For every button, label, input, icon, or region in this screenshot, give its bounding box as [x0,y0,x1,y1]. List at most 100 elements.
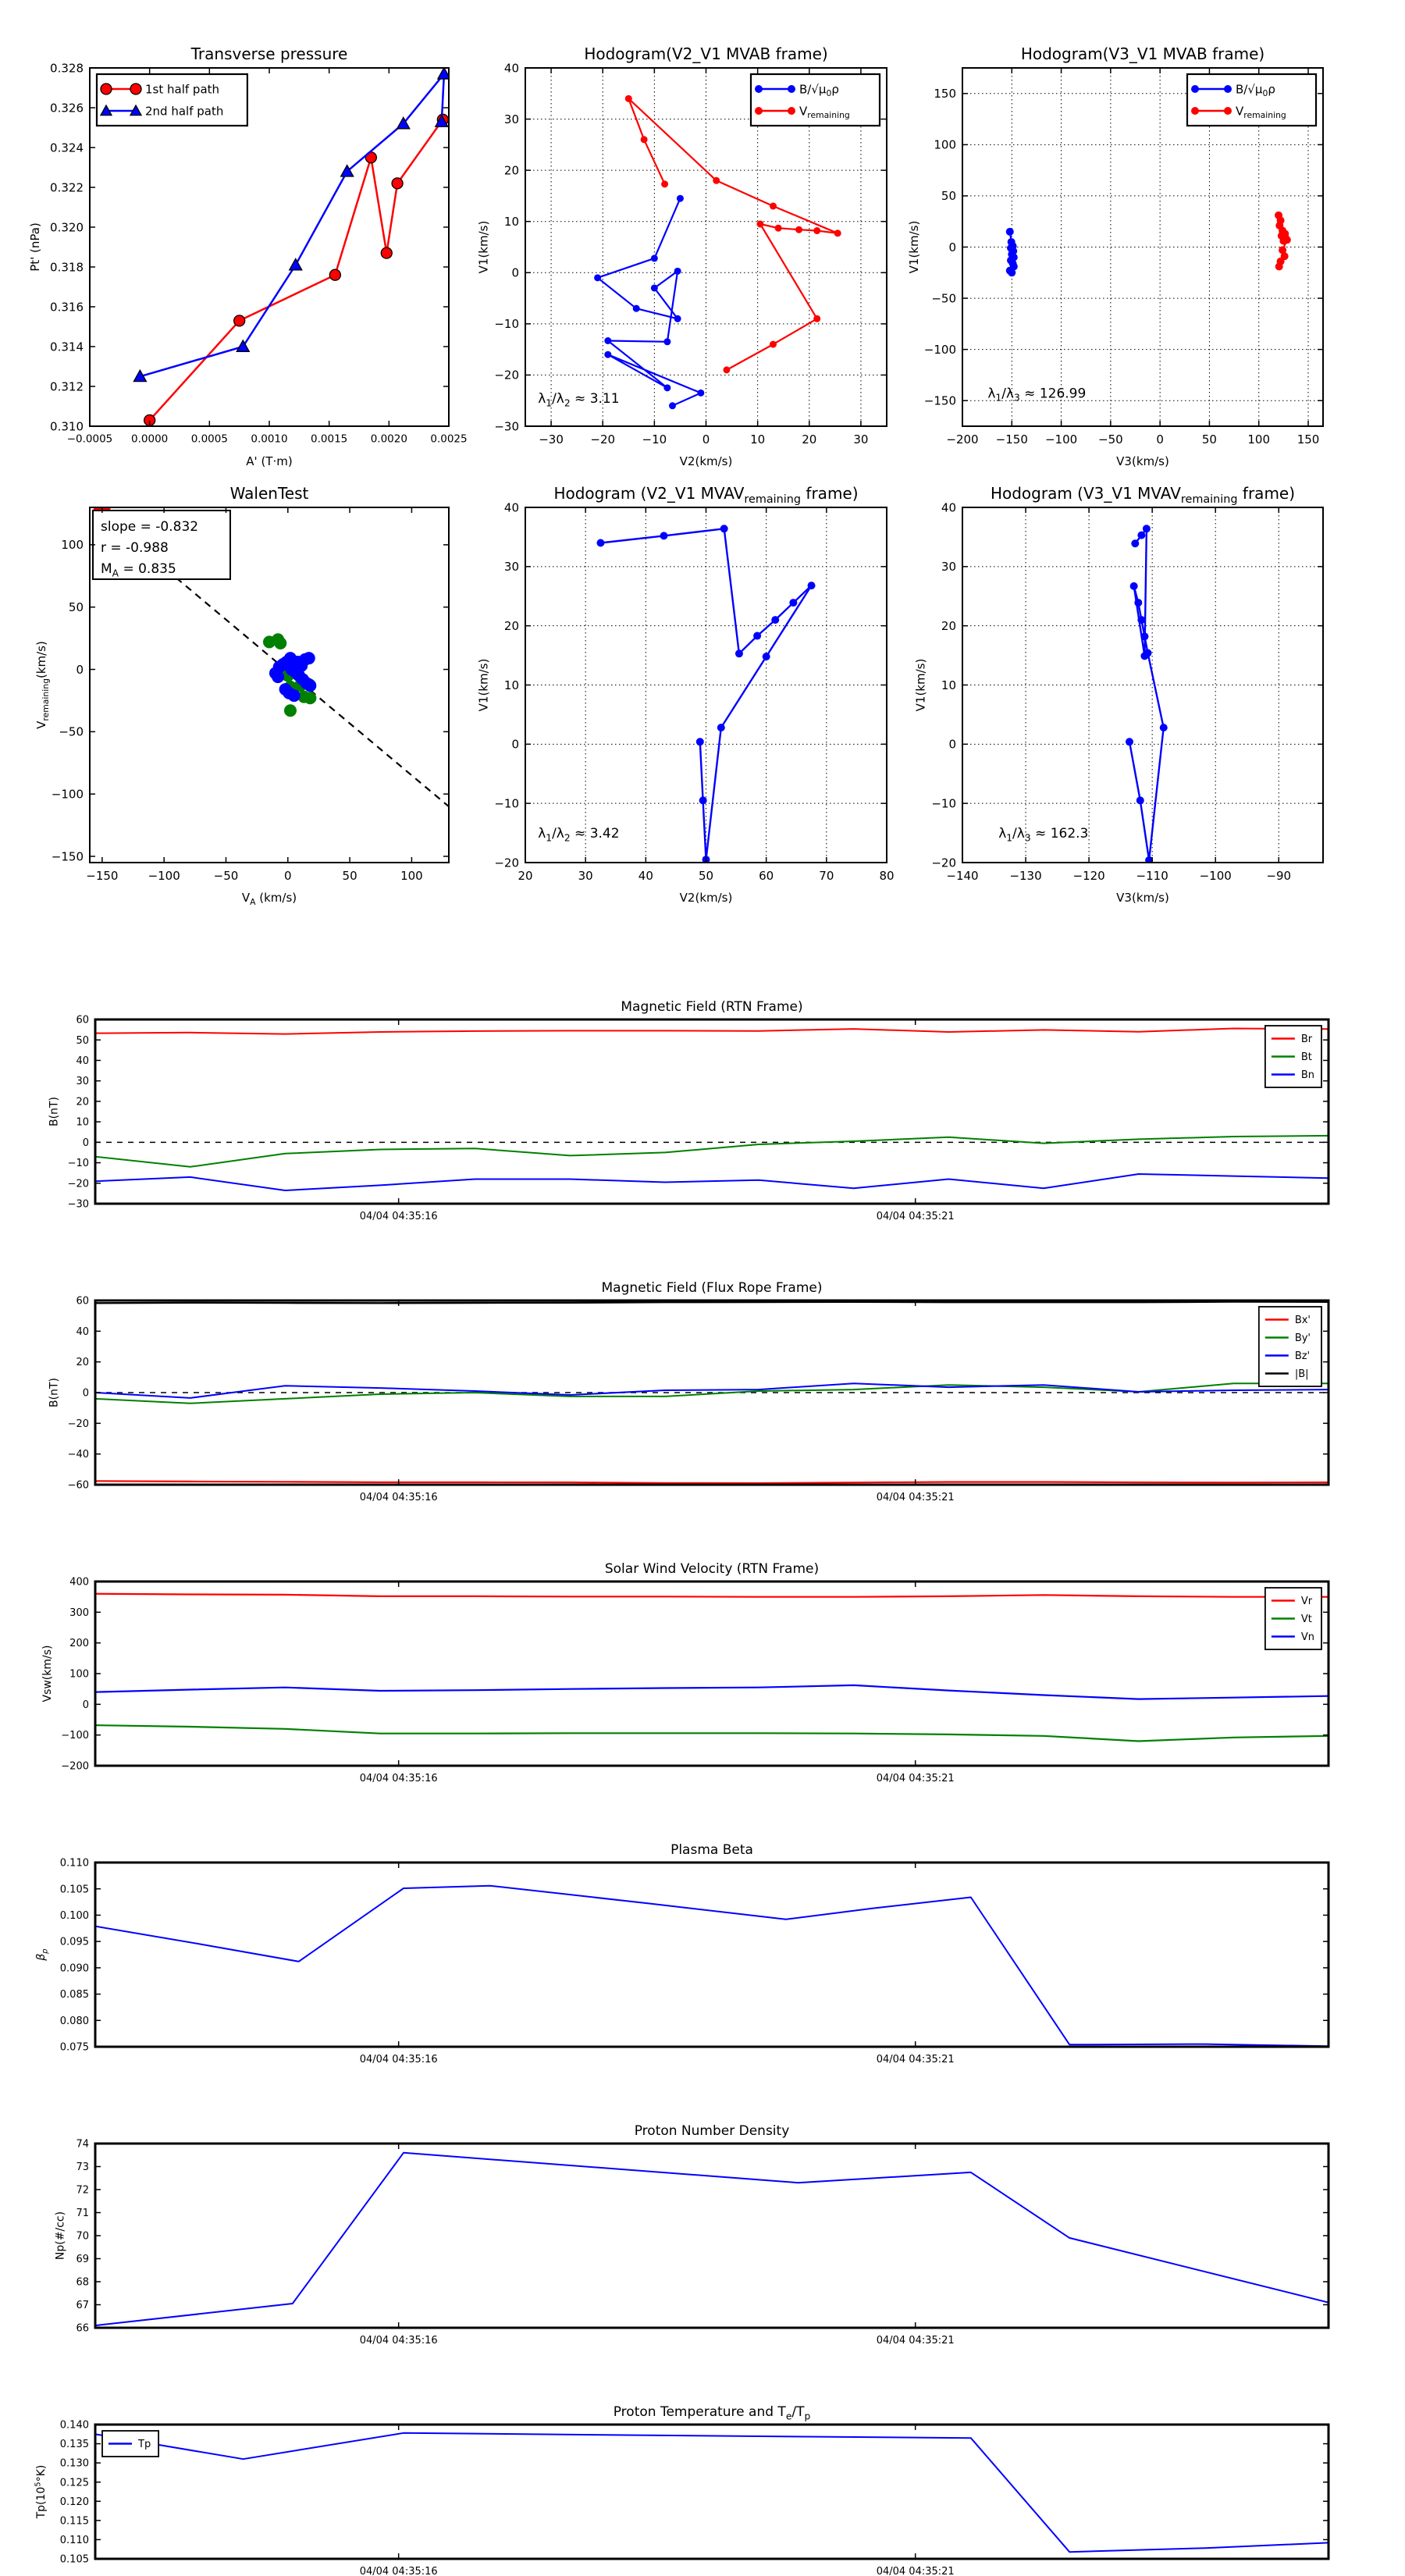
legend-box [749,73,881,127]
y-tick-label: 100 [69,1669,89,1681]
marker-dot [1136,796,1144,805]
x-tick-label: −100 [1045,432,1077,447]
legend: B/√μ0ρ Vremaining [749,73,881,127]
y-axis-label: βp [35,1948,50,1961]
marker-dot [755,85,763,93]
panel-mag_fr: 04/04 04:35:16 04/04 04:35:21 −60 −40 −20 0 20… [48,1280,1330,1503]
panel-title: Solar Wind Velocity (RTN Frame) [605,1561,819,1577]
series-|B| [95,1300,1329,1304]
marker-dot [302,652,315,665]
panel-hodogram_v3v1_mvav: −140 −130 −120 −110 −100 −90−20−10010203040Ho… [913,484,1324,905]
y-tick-label: −100 [52,787,84,801]
legend-box [1186,73,1318,127]
marker-triangle [129,104,143,116]
x-tick-label: 0.0005 [191,433,228,446]
marker-dot [1279,246,1287,254]
y-tick-label: −20 [68,1418,89,1430]
panel-hodogram_v2v1_mvav: 20 30 40 50 60 70 80 −20 −10 0 10 20 30 40 Hodogram (V… [476,484,894,905]
marker-circle [233,315,246,327]
panel-title: Hodogram (V3_V1 MVAVremaining frame) [991,484,1295,506]
marker-triangle [236,339,251,353]
ticks [962,68,1323,426]
marker-dot [640,136,648,144]
y-tick-label: 60 [76,1015,89,1026]
x-tick-label: 04/04 04:35:21 [877,2335,955,2347]
x-tick-label: 04/04 04:35:16 [360,2335,438,2347]
x-tick-label: 0 [284,869,292,883]
marker-triangle [133,368,148,382]
stats-line: slope = -0.832 [101,519,198,535]
y-tick-label: 100 [61,538,84,552]
x-tick-label: 0.0020 [371,433,407,446]
marker-dot [661,180,669,188]
x-tick-label: 60 [759,869,774,883]
legend-label: |B| [1295,1368,1309,1380]
marker-dot [720,525,728,533]
x-tick-label: −120 [1073,869,1105,883]
y-tick-label: 0.100 [60,1910,89,1922]
y-tick-label: 0.314 [50,340,84,354]
x-tick-label: 04/04 04:35:16 [360,1773,438,1784]
y-tick-label: 0.095 [60,1937,89,1948]
panel-mag_rtn: 04/04 04:35:16 04/04 04:35:21 −30 −20 −10 0 10… [48,999,1330,1222]
y-axis-label: Vremaining(km/s) [34,641,51,729]
x-tick-label: −0.0005 [67,433,113,446]
marker-dot [1275,262,1283,271]
y-tick-label: 0 [511,738,519,752]
marker-dot [274,637,287,650]
y-tick-label: −40 [68,1449,89,1461]
marker-dot [1145,856,1154,863]
panel-title: Hodogram (V2_V1 MVAVremaining frame) [553,484,858,506]
y-tick-label: 0.105 [60,2554,89,2566]
marker-dot [769,340,777,348]
y-axis-label: V1(km/s) [476,221,490,274]
series-layer [594,94,841,410]
marker-dot [632,304,640,312]
stats-line: r = -0.988 [101,540,169,556]
y-tick-label: −200 [61,1761,89,1773]
y-tick-label: 50 [69,600,84,614]
marker-dot [788,107,795,115]
series-V-remaining [628,98,839,371]
panel-transverse_pressure: −0.0005 0.0000 0.0005 0.0010 0.0015 0.0020 0.0… [28,44,468,468]
marker-dot [1125,738,1133,746]
stats-box [92,510,231,580]
y-axis-label: V1(km/s) [913,659,927,712]
legend: Br Bt Bn [1264,1025,1322,1088]
y-tick-label: −10 [931,796,956,810]
panel-title: Hodogram(V3_V1 MVAB frame) [1021,44,1264,63]
marker-dot [663,384,671,392]
series-Bt [95,1134,1329,1168]
panel-title: Magnetic Field (RTN Frame) [621,999,802,1015]
marker-dot [1191,85,1199,93]
marker-dot [774,224,782,232]
y-tick-label: −50 [59,725,84,739]
x-tick-label: 50 [343,869,357,883]
y-tick-label: 0 [83,1388,89,1400]
marker-dot [697,389,705,397]
marker-dot [735,649,743,658]
y-axis-label: V1(km/s) [476,659,490,712]
series-Vt [95,1724,1329,1742]
marker-circle [380,247,393,259]
marker-dot [723,366,731,374]
legend: 1st half path 2nd half path [95,73,248,127]
marker-dot [304,679,317,692]
series-path [1128,528,1165,862]
panel-title: Plasma Beta [670,1842,753,1858]
y-tick-label: 200 [69,1638,89,1649]
y-tick-label: 0.080 [60,2016,89,2027]
x-tick-label: −100 [1200,869,1232,883]
y-tick-label: 20 [504,619,519,633]
x-tick-label: 04/04 04:35:16 [360,2566,438,2576]
legend-label: Bn [1301,1069,1314,1081]
y-tick-label: 20 [504,163,519,177]
x-tick-label: 0.0015 [311,433,347,446]
x-tick-label: −50 [214,869,239,883]
series-Bz- [95,1382,1329,1399]
ticks [95,1581,1329,1767]
y-tick-label: 69 [76,2254,89,2265]
ticks [525,67,887,427]
series-Bx- [95,1480,1329,1485]
